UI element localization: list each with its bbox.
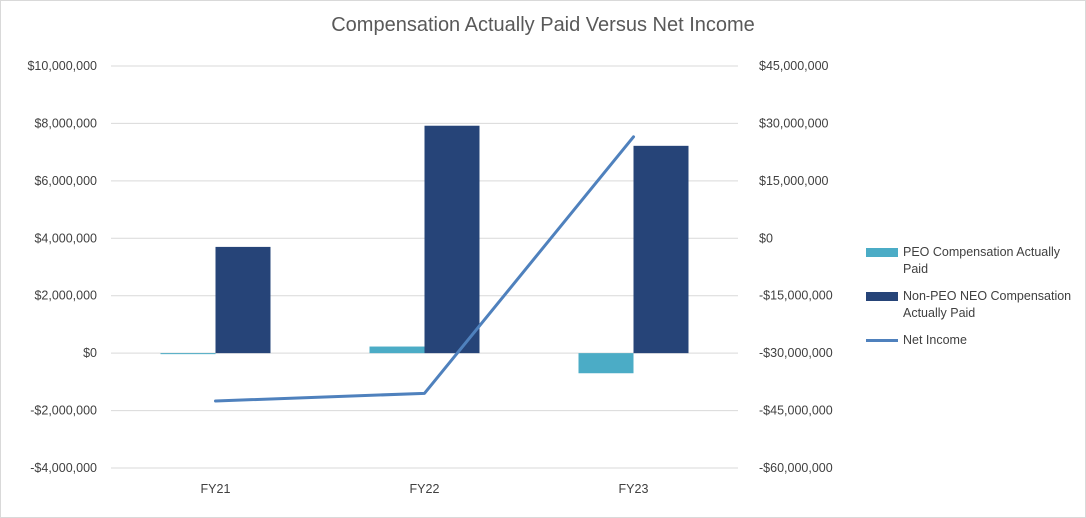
y-right-tick-label: $0 — [759, 231, 773, 245]
y-right-tick-label: $45,000,000 — [759, 59, 829, 73]
y-left-tick-label: -$2,000,000 — [30, 404, 97, 418]
y-right-tick-label: -$45,000,000 — [759, 404, 833, 418]
chart-legend: PEO Compensation Actually Paid Non-PEO N… — [866, 244, 1081, 359]
legend-item-non-peo: Non-PEO NEO Compensation Actually Paid — [866, 288, 1081, 322]
y-left-tick-label: $6,000,000 — [34, 174, 97, 188]
y-left-tick-label: -$4,000,000 — [30, 461, 97, 475]
net-income-line — [214, 135, 635, 403]
bar-non-peo-fy23 — [633, 145, 689, 354]
bar-peo-fy22 — [369, 346, 425, 354]
bar-peo-fy21 — [160, 353, 216, 355]
y-right-tick-label: $30,000,000 — [759, 116, 829, 130]
legend-label-peo: PEO Compensation Actually Paid — [903, 245, 1061, 276]
y-left-tick-label: $2,000,000 — [34, 289, 97, 303]
x-tick-label: FY21 — [201, 482, 231, 496]
bar-peo-fy23 — [578, 353, 634, 374]
y-right-tick-label: -$30,000,000 — [759, 346, 833, 360]
bar-non-peo-fy21 — [215, 246, 271, 354]
y-left-tick-label: $10,000,000 — [27, 59, 97, 73]
y-right-tick-label: -$15,000,000 — [759, 289, 833, 303]
legend-label-net-income: Net Income — [903, 333, 967, 347]
legend-label-non-peo: Non-PEO NEO Compensation Actually Paid — [903, 289, 1072, 320]
x-tick-label: FY23 — [619, 482, 649, 496]
y-left-tick-label: $0 — [83, 346, 97, 360]
y-left-tick-label: $8,000,000 — [34, 116, 97, 130]
y-right-tick-label: -$60,000,000 — [759, 461, 833, 475]
legend-item-net-income: Net Income — [866, 332, 1081, 349]
bar-non-peo-fy22 — [424, 125, 480, 354]
legend-item-peo: PEO Compensation Actually Paid — [866, 244, 1081, 278]
y-right-tick-label: $15,000,000 — [759, 174, 829, 188]
legend-swatch-non-peo — [866, 292, 898, 301]
y-left-tick-label: $4,000,000 — [34, 231, 97, 245]
chart-title: Compensation Actually Paid Versus Net In… — [331, 14, 755, 36]
x-tick-label: FY22 — [410, 482, 440, 496]
legend-line-net-income — [866, 339, 898, 342]
legend-swatch-peo — [866, 248, 898, 257]
